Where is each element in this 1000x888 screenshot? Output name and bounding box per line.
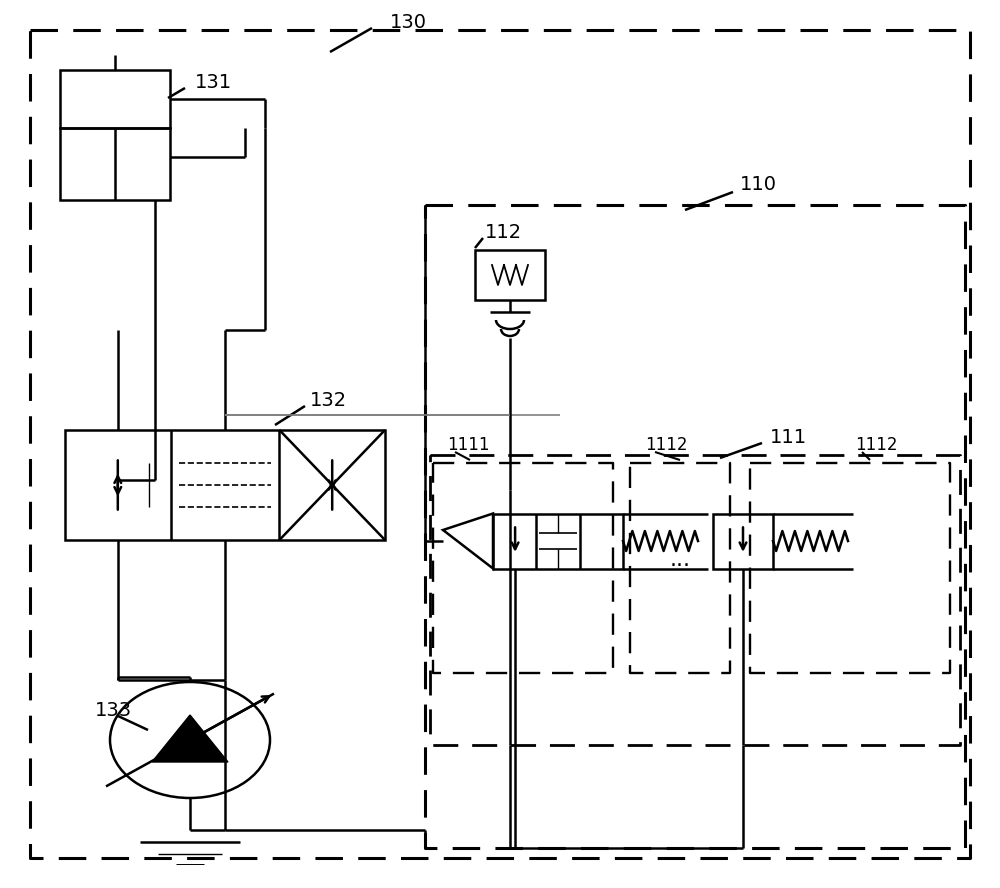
Text: 111: 111 (770, 427, 807, 447)
Text: ...: ... (670, 550, 690, 570)
Text: 1111: 1111 (447, 436, 490, 454)
Text: 133: 133 (95, 701, 132, 719)
Text: 1112: 1112 (645, 436, 688, 454)
Text: 130: 130 (390, 12, 427, 31)
Text: 110: 110 (740, 176, 777, 194)
Text: 131: 131 (195, 73, 232, 91)
Text: 1112: 1112 (855, 436, 898, 454)
Text: 132: 132 (310, 391, 347, 409)
Text: 112: 112 (485, 223, 522, 242)
Polygon shape (152, 715, 228, 762)
